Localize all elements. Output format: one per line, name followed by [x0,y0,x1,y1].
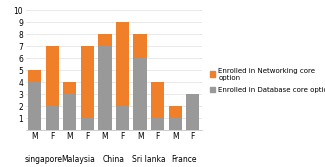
Bar [81,118,94,130]
Text: China: China [103,155,125,164]
Bar [98,34,111,46]
Bar [151,82,164,118]
Bar [28,70,41,82]
Bar [116,106,129,130]
Bar [151,118,164,130]
Bar [134,34,147,58]
Bar [46,46,59,106]
Bar [169,118,182,130]
Bar [28,82,41,130]
Text: France: France [171,155,197,164]
Bar [81,46,94,118]
Text: singapore: singapore [25,155,62,164]
Bar [186,94,199,130]
Bar [116,22,129,106]
Bar [98,46,111,130]
Bar [169,106,182,118]
Bar [134,58,147,130]
Bar [46,106,59,130]
Text: Sri lanka: Sri lanka [132,155,166,164]
Text: Malaysia: Malaysia [62,155,96,164]
Bar [63,82,76,94]
Legend: Enrolled in Networking core
option, Enrolled in Database core option: Enrolled in Networking core option, Enro… [210,67,325,93]
Bar [63,94,76,130]
